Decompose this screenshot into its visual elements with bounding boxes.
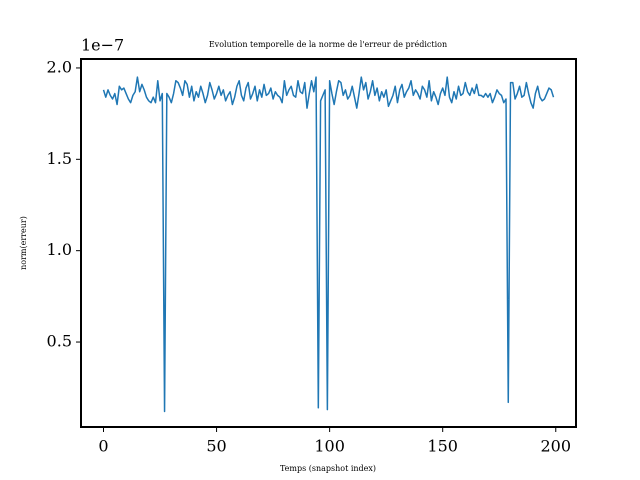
y-offset-label: 1e−7 [81, 36, 124, 55]
data-line [102, 76, 555, 413]
y-tick-label: 0.5 [47, 332, 72, 351]
x-axis-label: Temps (snapshot index) [280, 464, 376, 473]
y-tick-label: 1.0 [47, 240, 72, 259]
x-tick-label: 150 [427, 437, 458, 456]
y-tick-label: 1.5 [47, 149, 72, 168]
x-tick-label: 200 [540, 437, 571, 456]
x-tick-label: 50 [206, 437, 226, 456]
x-tick-label: 0 [98, 437, 108, 456]
y-axis-label: norm(erreur) [19, 216, 28, 270]
plot-frame [80, 58, 577, 428]
chart-title: Evolution temporelle de la norme de l'er… [209, 40, 447, 49]
y-tick-label: 2.0 [47, 57, 72, 76]
x-tick-label: 100 [314, 437, 345, 456]
